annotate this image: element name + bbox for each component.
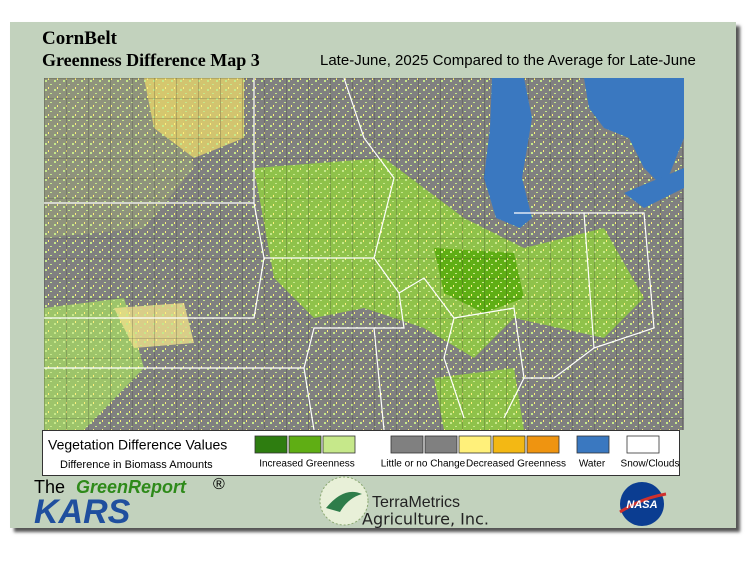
legend-swatch bbox=[626, 435, 660, 454]
green-report-prefix: The bbox=[34, 477, 65, 497]
map-title: CornBelt bbox=[42, 28, 117, 49]
legend-swatch bbox=[424, 435, 458, 454]
legend-label: Little or no Change bbox=[381, 459, 466, 470]
map-description: Late-June, 2025 Compared to the Average … bbox=[320, 52, 696, 69]
terrametrics-name: TerraMetrics bbox=[372, 494, 460, 511]
legend-box bbox=[42, 430, 680, 476]
legend-swatch bbox=[288, 435, 322, 454]
map bbox=[44, 78, 684, 430]
kars-logo: KARS bbox=[34, 493, 131, 531]
legend-label: Increased Greenness bbox=[259, 459, 355, 470]
nasa-emblem bbox=[620, 482, 664, 526]
legend-label: Water bbox=[579, 459, 606, 470]
legend-swatch bbox=[390, 435, 424, 454]
legend-swatch bbox=[458, 435, 492, 454]
legend-title: Vegetation Difference Values bbox=[48, 437, 227, 453]
state-lines bbox=[44, 78, 655, 430]
lake-erie bbox=[624, 168, 684, 208]
legend-label: Decreased Greenness bbox=[466, 459, 566, 470]
legend-swatch bbox=[492, 435, 526, 454]
county-lines bbox=[44, 78, 684, 430]
nasa-swoosh bbox=[619, 492, 667, 514]
logos: The GreenReport ® KARS TerraMetrics Agri… bbox=[34, 476, 667, 531]
nasa-text: NASA bbox=[626, 499, 657, 511]
legend-swatch bbox=[254, 435, 288, 454]
legend-subtitle: Difference in Biomass Amounts bbox=[60, 459, 213, 471]
green-report: GreenReport bbox=[76, 477, 187, 497]
map-subtitle: Greenness Difference Map 3 bbox=[42, 50, 260, 70]
lake-michigan bbox=[484, 78, 532, 228]
terrametrics-leaf bbox=[326, 491, 362, 512]
registered-mark: ® bbox=[213, 476, 225, 493]
legend-swatch bbox=[576, 435, 610, 454]
legend-label: Snow/Clouds bbox=[621, 459, 680, 470]
legend: Vegetation Difference Values Difference … bbox=[42, 430, 680, 476]
lake-huron bbox=[584, 78, 684, 188]
legend-swatch bbox=[322, 435, 356, 454]
legend-swatch bbox=[526, 435, 560, 454]
terrametrics-sub: Agriculture, Inc. bbox=[362, 510, 489, 529]
